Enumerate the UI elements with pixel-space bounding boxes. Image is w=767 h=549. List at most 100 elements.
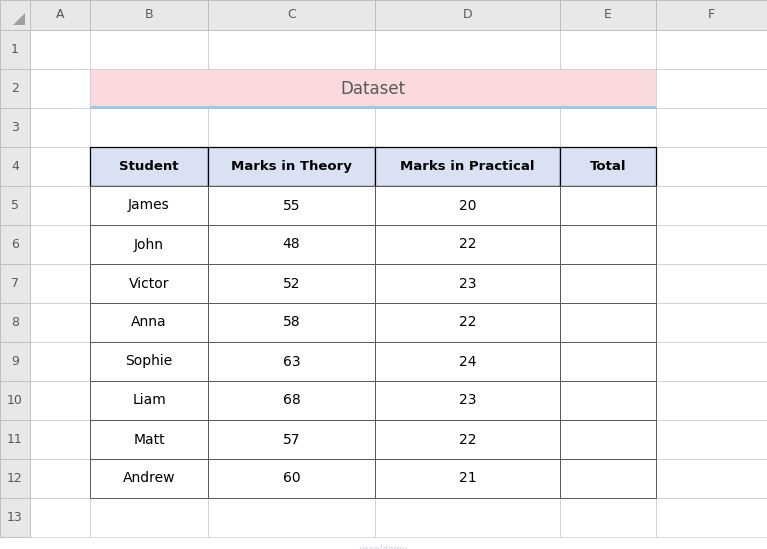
Text: D: D: [463, 8, 472, 21]
Text: Andrew: Andrew: [123, 472, 175, 485]
Text: 8: 8: [11, 316, 19, 329]
Bar: [90, 186, 208, 225]
Text: 63: 63: [283, 355, 301, 368]
Bar: [90, 303, 208, 342]
Bar: [208, 342, 375, 381]
Bar: [560, 147, 656, 186]
Bar: [656, 108, 767, 147]
Text: B: B: [145, 8, 153, 21]
Text: 60: 60: [283, 472, 301, 485]
Bar: [656, 264, 767, 303]
Bar: [30, 225, 90, 264]
Text: 57: 57: [283, 433, 300, 446]
Bar: [208, 459, 375, 498]
Bar: [0, 30, 30, 69]
Bar: [30, 147, 90, 186]
Bar: [560, 225, 656, 264]
Bar: [560, 420, 656, 459]
Text: 52: 52: [283, 277, 300, 290]
Bar: [208, 420, 375, 459]
Bar: [0, 459, 30, 498]
Text: 11: 11: [7, 433, 23, 446]
Bar: [0, 186, 30, 225]
Text: 24: 24: [459, 355, 476, 368]
Bar: [0, 342, 30, 381]
Bar: [656, 381, 767, 420]
Text: 21: 21: [459, 472, 476, 485]
Text: 22: 22: [459, 433, 476, 446]
Bar: [656, 498, 767, 537]
Bar: [375, 303, 560, 342]
Bar: [90, 303, 208, 342]
Bar: [90, 420, 208, 459]
Bar: [375, 420, 560, 459]
Bar: [375, 381, 560, 420]
Text: 12: 12: [7, 472, 23, 485]
Text: Liam: Liam: [132, 394, 166, 407]
Text: Victor: Victor: [129, 277, 170, 290]
Bar: [0, 147, 30, 186]
Bar: [90, 459, 208, 498]
Bar: [30, 264, 90, 303]
Bar: [375, 0, 560, 30]
Bar: [375, 108, 560, 147]
Text: Anna: Anna: [131, 316, 166, 329]
Bar: [560, 225, 656, 264]
Bar: [90, 69, 208, 108]
Bar: [30, 0, 90, 30]
Bar: [90, 498, 208, 537]
Bar: [208, 264, 375, 303]
Bar: [375, 420, 560, 459]
Bar: [0, 69, 30, 108]
Bar: [0, 108, 30, 147]
Text: exceldemy
EXCEL · DATA · BI: exceldemy EXCEL · DATA · BI: [344, 545, 423, 549]
Bar: [90, 69, 656, 108]
Bar: [90, 186, 208, 225]
Bar: [375, 186, 560, 225]
Bar: [656, 69, 767, 108]
Bar: [0, 303, 30, 342]
Text: 22: 22: [459, 238, 476, 251]
Bar: [560, 459, 656, 498]
Text: Marks in Theory: Marks in Theory: [231, 160, 352, 173]
Bar: [656, 0, 767, 30]
Text: 4: 4: [11, 160, 19, 173]
Bar: [30, 30, 90, 69]
Text: John: John: [134, 238, 164, 251]
Bar: [375, 186, 560, 225]
Bar: [90, 0, 208, 30]
Bar: [560, 303, 656, 342]
Text: Student: Student: [119, 160, 179, 173]
Text: James: James: [128, 199, 170, 212]
Bar: [0, 225, 30, 264]
Bar: [375, 264, 560, 303]
Bar: [90, 264, 208, 303]
Bar: [208, 264, 375, 303]
Bar: [90, 342, 208, 381]
Text: Total: Total: [590, 160, 626, 173]
Bar: [656, 459, 767, 498]
Bar: [375, 459, 560, 498]
Bar: [560, 420, 656, 459]
Bar: [656, 30, 767, 69]
Bar: [208, 381, 375, 420]
Bar: [560, 108, 656, 147]
Bar: [90, 381, 208, 420]
Bar: [208, 381, 375, 420]
Bar: [0, 381, 30, 420]
Bar: [30, 108, 90, 147]
Bar: [560, 69, 656, 108]
Bar: [90, 108, 208, 147]
Text: 68: 68: [282, 394, 301, 407]
Bar: [560, 264, 656, 303]
Text: Matt: Matt: [133, 433, 165, 446]
Bar: [208, 225, 375, 264]
Text: 23: 23: [459, 394, 476, 407]
Bar: [375, 303, 560, 342]
Bar: [375, 30, 560, 69]
Bar: [90, 225, 208, 264]
Bar: [208, 147, 375, 186]
Bar: [656, 147, 767, 186]
Text: 3: 3: [11, 121, 19, 134]
Bar: [30, 342, 90, 381]
